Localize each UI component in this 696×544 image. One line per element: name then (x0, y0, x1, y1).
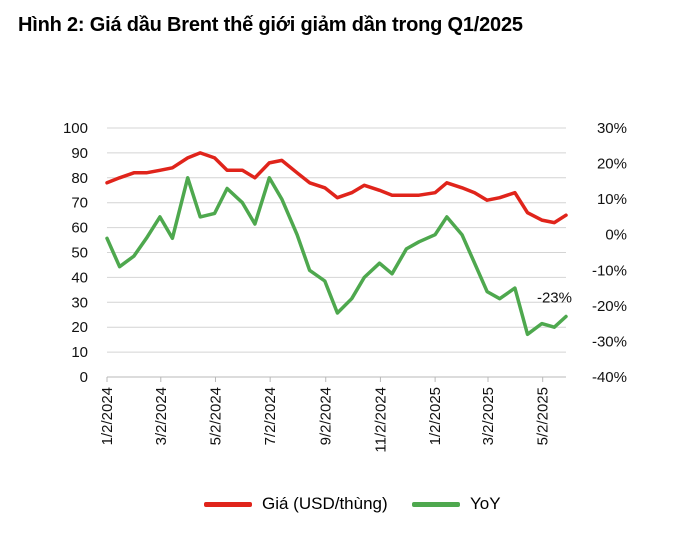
legend: Giá (USD/thùng) YoY (0, 494, 696, 524)
y-right-tick-label: -20% (592, 298, 627, 315)
gridlines (107, 127, 566, 353)
chart-area: 0 10 20 30 40 50 60 70 80 90 100 -40% -30% -20% -10% 0%… (63, 120, 627, 453)
legend-item-yoy: YoY (412, 494, 501, 514)
axes (106, 376, 566, 382)
annotations: -23% (537, 290, 572, 307)
y-left-tick-label: 80 (71, 170, 88, 187)
y-left-tick-label: 40 (71, 269, 88, 286)
x-tick-label: 1/2/2025 (427, 387, 444, 445)
chart-title: Hình 2: Giá dầu Brent thế giới giảm dần … (18, 14, 523, 36)
series-line-price (105, 151, 568, 225)
series-lines (105, 151, 568, 337)
y-left-tick-label: 100 (63, 120, 88, 137)
legend-label-yoy: YoY (470, 494, 501, 513)
y-left-tick-label: 10 (71, 344, 88, 361)
annotation-yoy-label: -23% (537, 290, 572, 307)
x-tick-label: 11/2/2024 (372, 387, 389, 453)
y-left-tick-label: 60 (71, 220, 88, 237)
x-tick-label: 3/2/2025 (480, 387, 497, 445)
y-right-tick-label: 30% (597, 120, 627, 137)
series-line-yoy (105, 176, 568, 337)
y-right-tick-label: -10% (592, 262, 627, 279)
y-left-tick-label: 30 (71, 294, 88, 311)
x-tick-label: 9/2/2024 (318, 387, 335, 445)
tick-labels: 0 10 20 30 40 50 60 70 80 90 100 -40% -30% -20% -10% 0%… (63, 120, 627, 453)
legend-item-price: Giá (USD/thùng) (204, 494, 388, 514)
legend-label-price: Giá (USD/thùng) (262, 494, 388, 513)
y-left-tick-label: 70 (71, 195, 88, 212)
y-left-tick-label: 50 (71, 245, 88, 262)
y-right-tick-label: 20% (597, 156, 627, 173)
x-tick-label: 3/2/2024 (153, 387, 170, 445)
legend-swatch-yoy (412, 501, 460, 507)
x-tick-label: 1/2/2024 (99, 387, 116, 445)
legend-swatch-price (204, 501, 252, 507)
y-right-tick-label: 10% (597, 191, 627, 208)
y-left-tick-label: 90 (71, 145, 88, 162)
y-left-tick-label: 0 (80, 369, 88, 386)
y-right-tick-label: -40% (592, 369, 627, 386)
x-tick-label: 5/2/2025 (535, 387, 552, 445)
y-right-tick-label: 0% (605, 227, 627, 244)
y-right-tick-label: -30% (592, 333, 627, 350)
x-tick-label: 7/2/2024 (262, 387, 279, 445)
x-tick-label: 5/2/2024 (207, 387, 224, 445)
y-left-tick-label: 20 (71, 319, 88, 336)
